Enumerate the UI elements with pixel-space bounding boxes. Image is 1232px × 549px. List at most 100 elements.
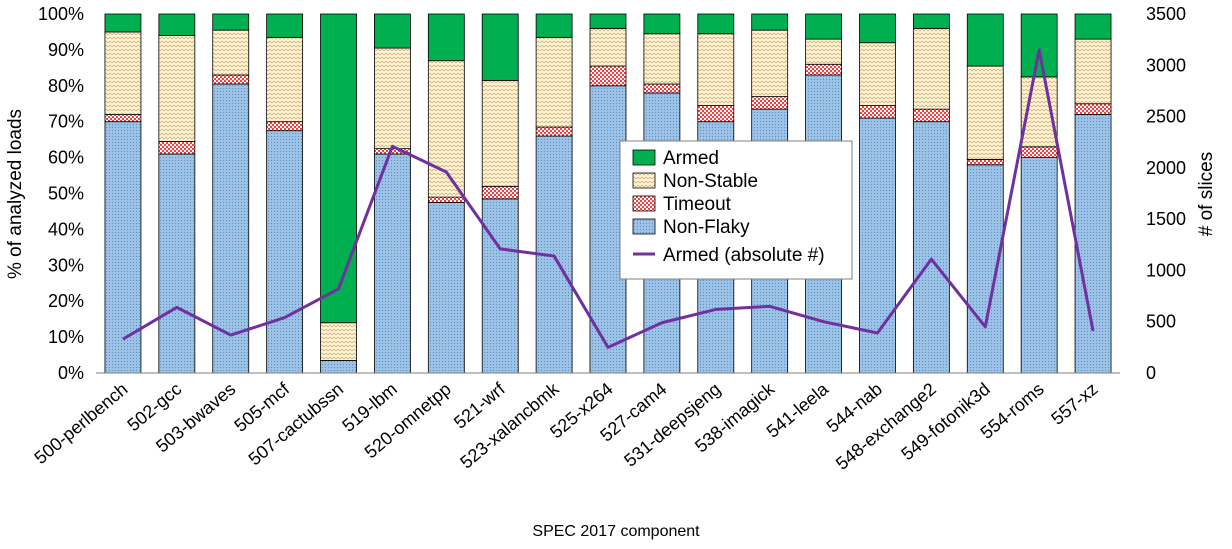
legend-swatch-non-stable (632, 172, 656, 189)
bar-timeout-548-exchange2 (912, 108, 950, 123)
bar-non-flaky-502-gcc (158, 153, 196, 374)
y-tick-label: 30% (48, 255, 84, 275)
y-tick-label: 50% (48, 184, 84, 204)
bar-non-flaky-557-xz (1074, 114, 1112, 374)
bar-non-flaky-554-roms (1020, 157, 1058, 374)
x-tick-label: 507-cactubssn (245, 379, 348, 470)
x-tick-label: 541-leela (763, 378, 833, 442)
bar-armed-538-imagick (751, 13, 789, 31)
y2-tick-label: 1500 (1146, 209, 1186, 229)
bar-armed-525-x264 (589, 13, 627, 29)
bar-non-stable-503-bwaves (212, 29, 250, 76)
bar-non-flaky-520-omnetpp (427, 202, 465, 374)
bar-non-stable-557-xz (1074, 38, 1112, 105)
y-tick-label: 80% (48, 76, 84, 96)
bar-non-stable-544-nab (859, 42, 896, 106)
bar-non-stable-520-omnetpp (427, 60, 465, 198)
legend-label-armed: Armed (663, 148, 719, 169)
legend-swatch-timeout (632, 195, 656, 212)
bar-non-flaky-500-perlbench (104, 121, 142, 374)
bar-armed-523-xalancbmk (535, 13, 573, 38)
bar-armed-527-cam4 (643, 13, 681, 35)
bar-non-stable-548-exchange2 (912, 27, 950, 110)
bar-non-flaky-503-bwaves (212, 83, 250, 374)
bar-armed-557-xz (1074, 13, 1112, 40)
y2-axis-ticks: 0 500 1000 1500 2000 2500 3000 3500 (1146, 4, 1186, 383)
bar-non-stable-505-mcf (266, 36, 304, 123)
bar-armed-544-nab (859, 13, 896, 44)
bar-armed-520-omnetpp (427, 13, 465, 62)
bar-timeout-541-leela (805, 63, 842, 76)
bar-timeout-503-bwaves (212, 74, 250, 85)
bar-armed-507-cactubssn (320, 13, 357, 324)
bars (104, 13, 1112, 374)
bar-armed-502-gcc (158, 13, 196, 36)
x-tick-label: 500-perlbench (30, 379, 131, 468)
y-tick-label: 0% (58, 363, 84, 383)
bar-non-stable-541-leela (805, 38, 842, 65)
y2-tick-label: 3000 (1146, 55, 1186, 75)
bar-non-stable-507-cactubssn (320, 322, 357, 361)
bar-armed-554-roms (1020, 13, 1058, 78)
y2-tick-label: 0 (1146, 363, 1156, 383)
bar-armed-503-bwaves (212, 13, 250, 31)
bar-timeout-557-xz (1074, 103, 1112, 115)
y-axis-title: % of analyzed loads (5, 109, 26, 279)
bar-timeout-500-perlbench (104, 114, 142, 123)
bar-non-flaky-519-lbm (374, 153, 411, 374)
y2-tick-label: 3500 (1146, 4, 1186, 24)
y2-tick-label: 2500 (1146, 107, 1186, 127)
legend-label-armed-absolute: Armed (absolute #) (663, 245, 825, 266)
bar-timeout-525-x264 (589, 65, 627, 87)
bar-non-stable-519-lbm (374, 47, 411, 150)
y-tick-label: 100% (38, 4, 84, 24)
bar-timeout-549-fotonik3d (966, 158, 1004, 166)
bar-timeout-520-omnetpp (427, 196, 465, 203)
bar-non-flaky-544-nab (859, 117, 896, 374)
x-tick-label: 557-xz (1047, 379, 1101, 429)
bar-armed-521-wrf (481, 13, 519, 81)
y-tick-label: 90% (48, 40, 84, 60)
bar-non-stable-500-perlbench (104, 31, 142, 115)
bar-non-stable-502-gcc (158, 35, 196, 142)
x-axis-ticks: 500-perlbench502-gcc503-bwaves505-mcf507… (30, 378, 1101, 474)
bar-non-flaky-507-cactubssn (320, 360, 357, 374)
legend-label-non-stable: Non-Stable (663, 171, 758, 192)
bar-timeout-505-mcf (266, 121, 304, 132)
y-tick-label: 20% (48, 291, 84, 311)
legend: Armed Non-Stable Timeout Non-Flaky Armed… (619, 140, 853, 280)
bar-timeout-538-imagick (751, 96, 789, 110)
bar-timeout-521-wrf (481, 185, 519, 200)
bar-non-stable-527-cam4 (643, 33, 681, 85)
y2-tick-label: 1000 (1146, 260, 1186, 280)
bar-non-flaky-548-exchange2 (912, 121, 950, 374)
bar-non-stable-538-imagick (751, 29, 789, 97)
line-armed-absolute (122, 48, 1095, 349)
y-axis-ticks: 0% 10% 20% 30% 40% 50% 60% 70% 80% 90% 100% (38, 4, 84, 383)
armed-absolute-line (122, 48, 1095, 349)
bar-non-stable-531-deepsjeng (697, 33, 735, 106)
bar-non-stable-523-xalancbmk (535, 36, 573, 128)
y-tick-label: 60% (48, 148, 84, 168)
bar-armed-505-mcf (266, 13, 304, 38)
legend-swatch-armed (632, 149, 656, 166)
y2-tick-label: 2000 (1146, 158, 1186, 178)
bar-armed-519-lbm (374, 13, 411, 49)
bar-timeout-502-gcc (158, 141, 196, 155)
y2-axis-title: # of slices (1196, 152, 1217, 236)
bar-armed-548-exchange2 (912, 13, 950, 29)
y-tick-label: 70% (48, 112, 84, 132)
bar-timeout-544-nab (859, 105, 896, 119)
x-tick-label: 531-deepsjeng (620, 379, 724, 471)
legend-swatch-non-flaky (632, 218, 656, 235)
y-tick-label: 40% (48, 219, 84, 239)
bar-timeout-527-cam4 (643, 83, 681, 94)
x-axis-title: SPEC 2017 component (532, 523, 700, 540)
bar-armed-541-leela (805, 13, 842, 40)
bar-non-flaky-521-wrf (481, 198, 519, 374)
bar-timeout-554-roms (1020, 146, 1058, 159)
legend-label-non-flaky: Non-Flaky (663, 217, 750, 238)
bar-non-stable-525-x264 (589, 27, 627, 67)
legend-label-timeout: Timeout (663, 194, 732, 215)
